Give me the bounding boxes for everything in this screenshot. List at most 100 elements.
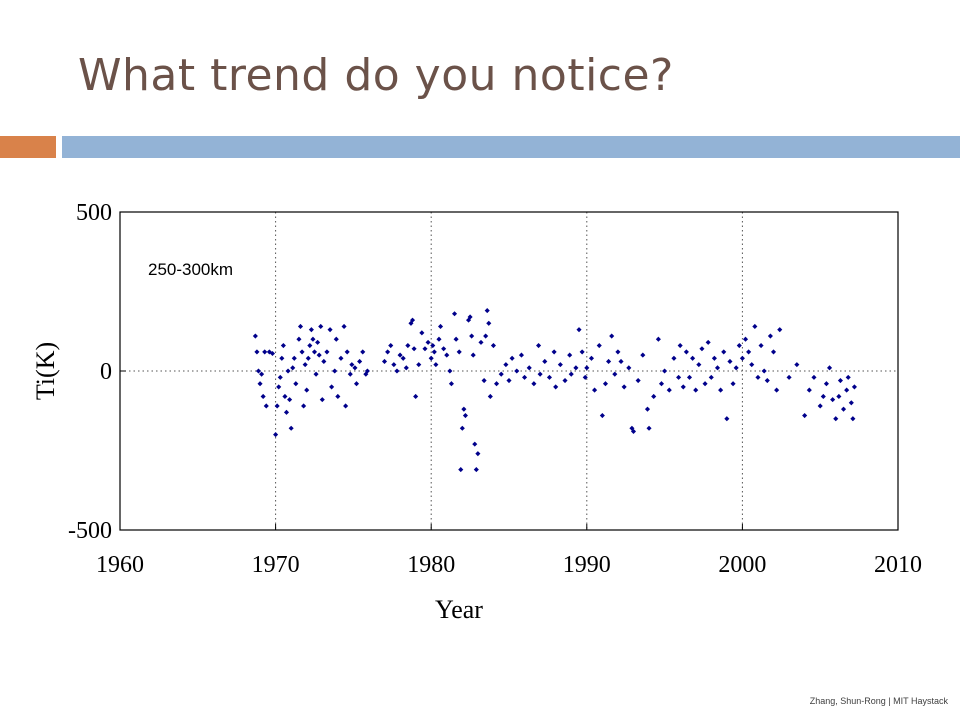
data-point [311,349,318,355]
data-point [276,384,282,390]
grid-lines [120,212,898,530]
data-point [481,377,487,384]
data-points [252,308,857,473]
data-point [721,349,727,355]
data-point [830,397,836,403]
data-point [310,336,316,342]
data-point [693,387,699,393]
data-point [696,362,702,368]
data-point [733,365,739,371]
data-point [742,336,749,342]
data-point [579,349,585,355]
data-point [767,333,773,339]
data-point [283,409,290,415]
data-point [606,358,612,365]
data-point [806,387,812,393]
data-point [718,387,724,393]
data-point [484,308,490,314]
data-point [447,368,453,374]
data-point [260,393,266,399]
data-point [341,323,347,330]
data-point [313,371,319,377]
data-point [714,365,721,371]
data-point [469,333,475,339]
data-point [557,362,563,368]
data-point [321,358,327,365]
y-axis-label: Ti(K) [31,342,60,400]
data-point [269,350,276,357]
data-point [851,384,857,390]
data-point [436,336,442,342]
x-axis-label: Year [435,595,483,624]
data-point [518,352,524,358]
data-point [428,355,434,361]
data-point [347,371,353,377]
accent-bar-blue [62,136,960,158]
data-point [658,381,665,387]
data-point [308,327,314,333]
data-point [724,416,730,422]
data-point [451,311,458,317]
data-point [433,362,439,368]
data-point [705,339,711,345]
data-point [755,374,761,380]
data-point [567,352,573,358]
data-point [794,362,800,368]
data-point [612,371,618,377]
data-point [826,365,833,371]
data-point [820,393,826,399]
data-point [262,349,268,355]
data-point [456,349,462,355]
x-tick-label: 2000 [718,552,766,578]
plot-frame [119,211,899,531]
data-point [425,339,431,345]
data-point [730,381,736,387]
data-point [850,416,856,422]
data-point [257,381,263,387]
data-point [252,333,258,339]
data-point [592,387,598,393]
data-point [411,346,417,352]
data-point [752,323,758,330]
data-point [459,425,465,431]
data-point [467,314,473,320]
data-point [526,365,532,371]
data-point [335,393,341,399]
data-point [739,355,745,361]
data-point [522,374,528,380]
data-point [568,371,574,377]
data-point [287,397,293,403]
data-point [441,346,447,352]
data-point [475,451,481,457]
data-point [353,381,360,387]
data-point [553,384,559,390]
data-point [297,323,304,330]
data-point [494,381,500,387]
data-point [431,349,437,355]
data-point [422,346,428,352]
data-point [817,403,823,409]
data-point [430,343,436,349]
data-point [770,349,777,355]
data-point [651,393,657,399]
data-point [349,362,355,368]
data-point [746,349,752,355]
data-point [676,374,682,380]
data-point [837,377,843,384]
data-point [599,412,605,419]
data-point [282,393,288,399]
data-point [288,425,294,431]
data-point [255,368,262,374]
data-point [514,368,520,374]
data-point [699,346,705,352]
data-point [584,365,590,371]
data-point [470,352,476,358]
data-point [802,412,808,419]
data-point [644,406,651,412]
slide-title: What trend do you notice? [78,50,674,101]
data-point [462,412,468,419]
x-tick-label: 1980 [407,552,455,578]
data-point [621,384,627,390]
data-point [840,406,847,412]
data-point [588,355,595,361]
